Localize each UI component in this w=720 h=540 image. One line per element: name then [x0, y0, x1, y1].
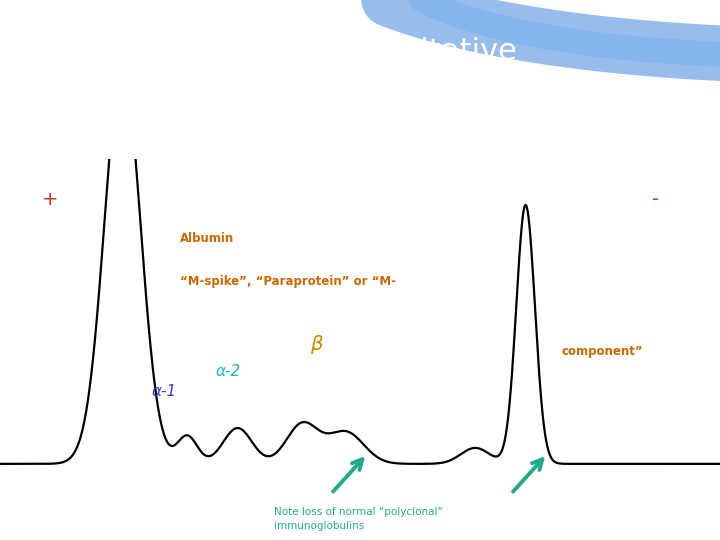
Text: α-1: α-1 [151, 383, 176, 399]
Text: component”: component” [562, 345, 643, 358]
Text: Albumin: Albumin [180, 232, 234, 245]
Text: Note loss of normal “polyclonal”
immunoglobulins: Note loss of normal “polyclonal” immunog… [274, 507, 442, 531]
Text: Immunoglobulins: Immunoglobulins [229, 100, 491, 129]
Text: β: β [310, 335, 322, 354]
Text: Case 6: Quantitative: Case 6: Quantitative [203, 37, 517, 65]
Text: “M-spike”, “Paraprotein” or “M-: “M-spike”, “Paraprotein” or “M- [180, 275, 396, 288]
Text: -: - [652, 190, 659, 208]
Text: +: + [42, 190, 58, 208]
Text: α-2: α-2 [216, 363, 241, 379]
